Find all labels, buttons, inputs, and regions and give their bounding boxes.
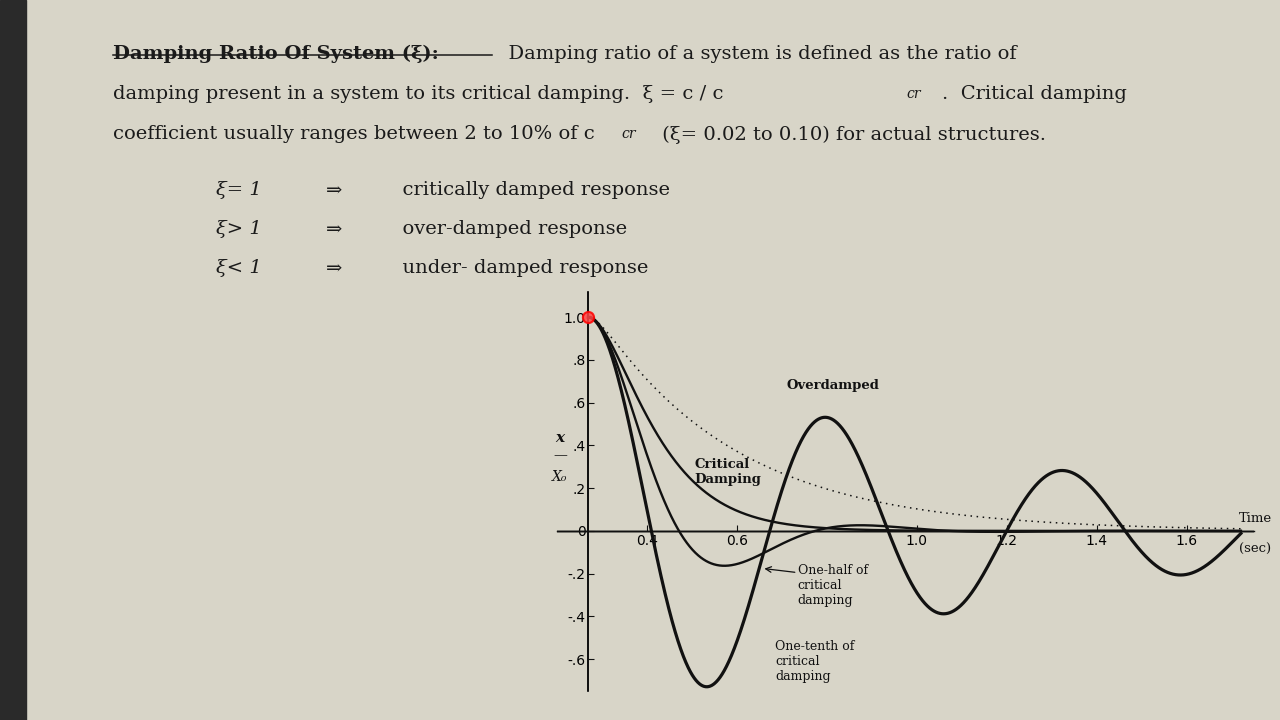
Text: ξ= 1: ξ= 1	[216, 181, 261, 199]
Text: One-half of
critical
damping: One-half of critical damping	[797, 564, 868, 607]
Text: Critical
Damping: Critical Damping	[694, 458, 760, 486]
Text: ξ> 1: ξ> 1	[216, 220, 261, 238]
Text: Overdamped: Overdamped	[786, 379, 879, 392]
Text: coefficient usually ranges between 2 to 10% of c: coefficient usually ranges between 2 to …	[113, 125, 594, 143]
Text: .  Critical damping: . Critical damping	[942, 85, 1126, 103]
Text: (ξ= 0.02 to 0.10) for actual structures.: (ξ= 0.02 to 0.10) for actual structures.	[657, 125, 1046, 143]
Text: Damping ratio of a system is defined as the ratio of: Damping ratio of a system is defined as …	[495, 45, 1016, 63]
Text: X₀: X₀	[552, 470, 568, 484]
Text: over-damped response: over-damped response	[390, 220, 627, 238]
Text: Damping Ratio Of System (ξ):: Damping Ratio Of System (ξ):	[113, 45, 438, 63]
Text: cr: cr	[906, 87, 922, 101]
Text: critically damped response: critically damped response	[390, 181, 669, 199]
Text: damping present in a system to its critical damping.  ξ = c / c: damping present in a system to its criti…	[113, 85, 723, 103]
Bar	[0, 0, 26, 720]
Text: —: —	[553, 448, 567, 462]
Text: Time: Time	[1239, 512, 1272, 525]
Text: ⇒: ⇒	[325, 220, 342, 238]
Text: ξ< 1: ξ< 1	[216, 259, 261, 277]
Text: under- damped response: under- damped response	[390, 259, 648, 277]
Text: cr: cr	[621, 127, 636, 141]
Text: (sec): (sec)	[1239, 543, 1271, 556]
Text: x: x	[556, 431, 564, 446]
Text: ⇒: ⇒	[325, 181, 342, 199]
Text: One-tenth of
critical
damping: One-tenth of critical damping	[776, 640, 855, 683]
Text: ⇒: ⇒	[325, 259, 342, 277]
